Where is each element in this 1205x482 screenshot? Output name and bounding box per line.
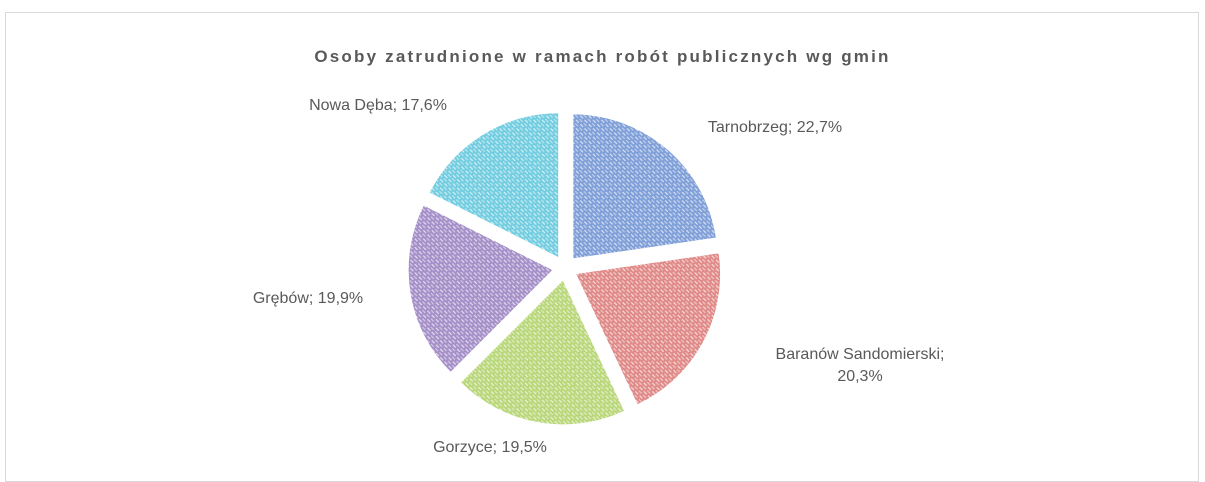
data-label: Grębów; 19,9% [252,290,364,307]
data-label: Nowa Dęba; 17,6% [309,97,447,114]
data-label: Baranów Sandomierski; 20,3% [775,346,945,385]
pie-slice [459,278,626,426]
chart-title: Osoby zatrudnione w ramach robót publicz… [314,47,891,66]
data-label: Tarnobrzeg; 22,7% [707,119,843,136]
pie-slice [407,204,554,374]
pie-slice [428,112,560,259]
data-label: Gorzyce; 19,5% [433,439,547,456]
pie-slice [572,113,717,260]
pie-slice [574,252,722,406]
